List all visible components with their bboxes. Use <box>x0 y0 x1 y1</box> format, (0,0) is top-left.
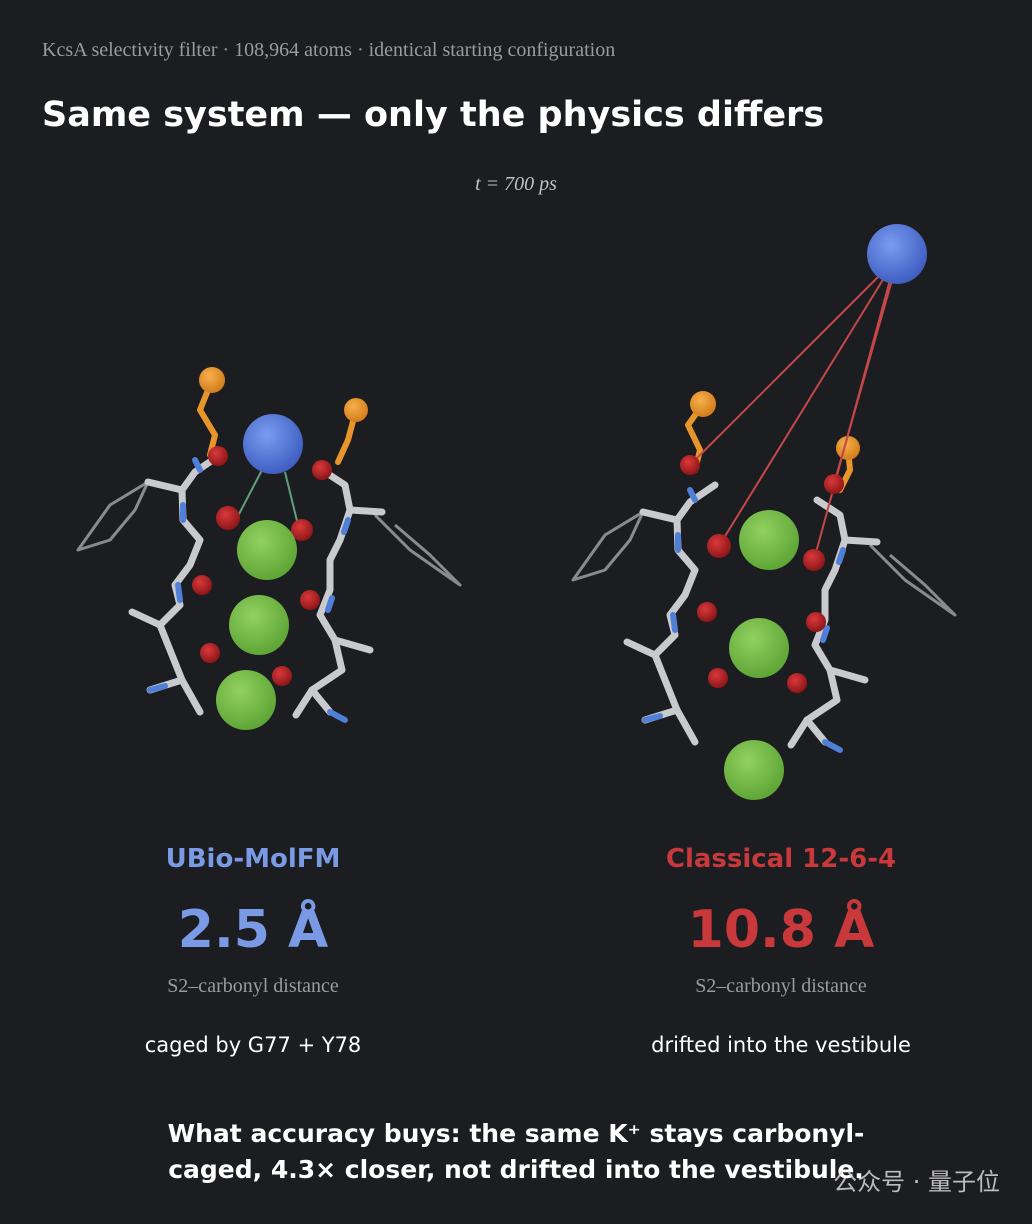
time-label: t = 700 ps <box>475 173 557 195</box>
watermark: 公众号 · 量子位 <box>833 1168 1000 1196</box>
method-name: UBio-MolFM <box>166 844 341 874</box>
structure-right <box>573 224 955 800</box>
structure-left <box>78 367 460 730</box>
footer-line: What accuracy buys: the same K⁺ stays ca… <box>168 1119 865 1148</box>
note: caged by G77 + Y78 <box>145 1033 362 1057</box>
title: Same system — only the physics differs <box>42 95 824 135</box>
method-name: Classical 12-6-4 <box>666 844 896 874</box>
distance-value: 10.8 Å <box>688 899 875 960</box>
footer-line: caged, 4.3× closer, not drifted into the… <box>168 1155 864 1184</box>
note: drifted into the vestibule <box>651 1033 911 1057</box>
subtitle: KcsA selectivity filter · 108,964 atoms … <box>42 39 615 61</box>
metric-label: S2–carbonyl distance <box>695 975 867 997</box>
distance-value: 2.5 Å <box>178 899 328 960</box>
metric-label: S2–carbonyl distance <box>167 975 339 997</box>
